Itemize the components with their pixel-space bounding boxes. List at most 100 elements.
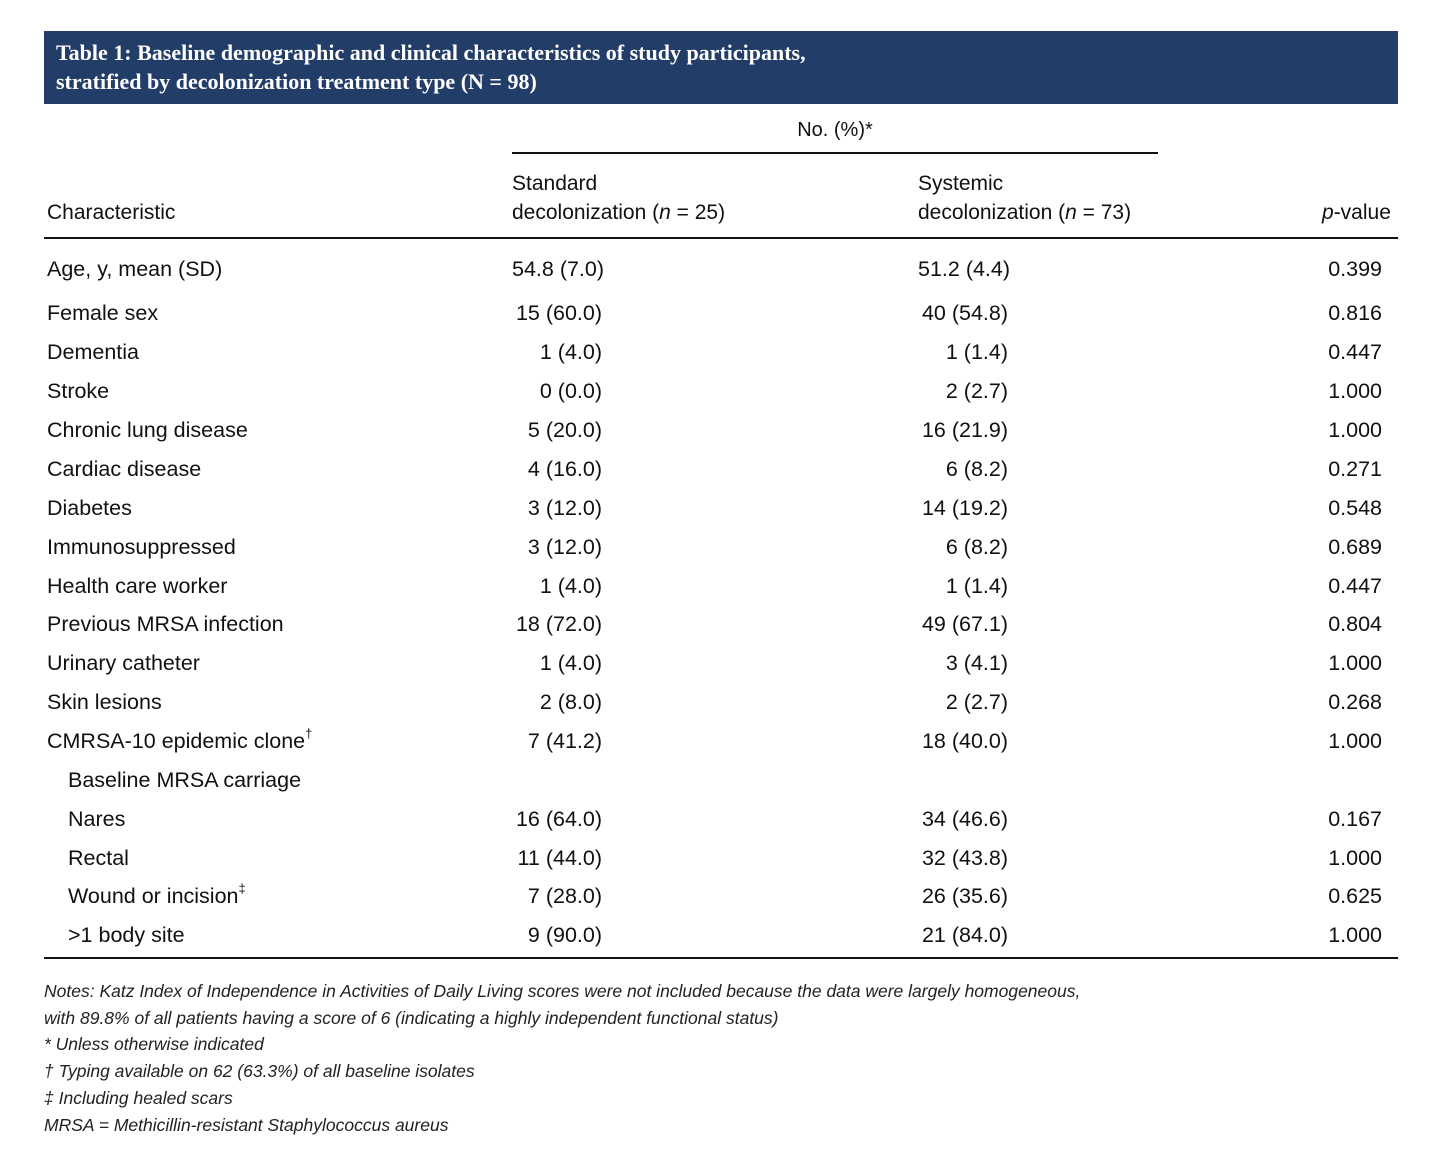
row-characteristic: Wound or incision‡ xyxy=(68,880,246,908)
row-characteristic: Rectal xyxy=(68,846,129,870)
row-standard-value: 16 (64.0) xyxy=(515,807,602,831)
note-line: ‡ Including healed scars xyxy=(44,1087,233,1108)
table-title-line-1: Table 1: Baseline demographic and clinic… xyxy=(56,40,806,65)
row-standard-value: 1 (4.0) xyxy=(539,340,602,364)
row-standard-value: 0 (0.0) xyxy=(539,379,602,403)
table-row: Cardiac disease 4 (16.0) 6 (8.2) 0.271 xyxy=(0,450,1432,489)
footnote-marker: ‡ xyxy=(238,880,246,896)
row-systemic-value: 18 (40.0) xyxy=(921,729,1008,753)
row-systemic-value: 16 (21.9) xyxy=(921,418,1008,442)
row-systemic-value: 6 (8.2) xyxy=(945,457,1008,481)
row-p-value: 1.000 xyxy=(1328,651,1382,675)
table-row: CMRSA-10 epidemic clone† 7 (41.2) 18 (40.0… xyxy=(0,722,1432,761)
row-systemic-value: 1 (1.4) xyxy=(945,574,1008,598)
table-row: Stroke 0 (0.0) 2 (2.7) 1.000 xyxy=(0,372,1432,411)
column-header-systemic-line-1: Systemic xyxy=(918,172,1004,195)
row-characteristic: Immunosuppressed xyxy=(47,535,236,559)
row-p-value: 0.271 xyxy=(1328,457,1382,481)
row-characteristic: Skin lesions xyxy=(47,690,162,714)
row-characteristic: Age, y, mean (SD) xyxy=(47,257,223,281)
row-characteristic: Chronic lung disease xyxy=(47,418,248,442)
note-line: † Typing available on 62 (63.3%) of all … xyxy=(44,1061,475,1082)
row-p-value: 0.268 xyxy=(1328,690,1382,714)
table-row: Nares 16 (64.0) 34 (46.6) 0.167 xyxy=(0,800,1432,839)
note-line: with 89.8% of all patients having a scor… xyxy=(44,1007,779,1028)
row-standard-value: 18 (72.0) xyxy=(515,612,602,636)
row-characteristic: Previous MRSA infection xyxy=(47,612,284,636)
row-systemic-value: 6 (8.2) xyxy=(945,535,1008,559)
row-characteristic: Dementia xyxy=(47,340,140,364)
table-row: Previous MRSA infection 18 (72.0) 49 (67.1… xyxy=(0,605,1432,644)
row-standard-value: 3 (12.0) xyxy=(527,535,602,559)
row-systemic-value: 1 (1.4) xyxy=(945,340,1008,364)
row-p-value: 0.625 xyxy=(1328,884,1382,908)
row-p-value: 1.000 xyxy=(1328,418,1382,442)
table-row: Wound or incision‡ 7 (28.0) 26 (35.6) 0.625 xyxy=(0,877,1432,916)
row-standard-value: 3 (12.0) xyxy=(527,496,602,520)
footnote-marker: † xyxy=(305,725,313,741)
table-row: Diabetes 3 (12.0) 14 (19.2) 0.548 xyxy=(0,489,1432,528)
row-systemic-value: 26 (35.6) xyxy=(921,884,1008,908)
row-standard-value: 54.8 (7.0) xyxy=(512,257,605,281)
row-characteristic: Female sex xyxy=(47,301,159,325)
row-p-value: 0.447 xyxy=(1328,340,1382,364)
row-standard-value: 11 (44.0) xyxy=(517,846,602,870)
row-standard-value: 7 (28.0) xyxy=(527,884,602,908)
row-p-value: 0.816 xyxy=(1328,301,1382,325)
row-p-value: 1.000 xyxy=(1328,923,1382,947)
table-row: Female sex 15 (60.0) 40 (54.8) 0.816 xyxy=(0,294,1432,333)
group-header-rule xyxy=(512,152,1158,154)
table-row: Chronic lung disease 5 (20.0) 16 (21.9) 1.0… xyxy=(0,411,1432,450)
row-p-value: 0.167 xyxy=(1328,807,1382,831)
row-p-value: 0.689 xyxy=(1328,535,1382,559)
row-systemic-value: 2 (2.7) xyxy=(945,690,1008,714)
row-characteristic: Cardiac disease xyxy=(47,457,202,481)
column-header-systemic: Systemic decolonization (n = 73) xyxy=(918,172,1132,224)
row-characteristic: Health care worker xyxy=(47,574,228,598)
row-characteristic: >1 body site xyxy=(68,923,185,947)
column-header-characteristic: Characteristic xyxy=(47,201,176,224)
row-standard-value: 15 (60.0) xyxy=(515,301,602,325)
row-standard-value: 4 (16.0) xyxy=(527,457,602,481)
row-systemic-value: 14 (19.2) xyxy=(921,496,1008,520)
column-header-standard: Standard decolonization (n = 25) xyxy=(512,172,726,224)
row-standard-value: 5 (20.0) xyxy=(527,418,602,442)
table-row: Skin lesions 2 (8.0) 2 (2.7) 0.268 xyxy=(0,683,1432,722)
table-row: Age, y, mean (SD) 54.8 (7.0) 51.2 (4.4) 0.3… xyxy=(0,250,1432,289)
table-bottom-rule xyxy=(44,957,1398,959)
row-systemic-value: 21 (84.0) xyxy=(921,923,1008,947)
table-row: Immunosuppressed 3 (12.0) 6 (8.2) 0.689 xyxy=(0,528,1432,567)
row-p-value: 0.447 xyxy=(1328,574,1382,598)
row-p-value: 0.548 xyxy=(1328,496,1382,520)
row-systemic-value: 49 (67.1) xyxy=(921,612,1008,636)
row-p-value: 0.804 xyxy=(1328,612,1382,636)
table-row: Health care worker 1 (4.0) 1 (1.4) 0.447 xyxy=(0,567,1432,606)
row-p-value: 1.000 xyxy=(1328,729,1382,753)
table-row: Baseline MRSA carriage xyxy=(0,761,1432,800)
column-header-pvalue: p-value xyxy=(1322,201,1391,224)
row-standard-value: 1 (4.0) xyxy=(539,651,602,675)
table-title: Table 1: Baseline demographic and clinic… xyxy=(44,31,1398,104)
row-characteristic: Nares xyxy=(68,807,126,831)
row-systemic-value: 51.2 (4.4) xyxy=(918,257,1011,281)
note-line: MRSA = Methicillin-resistant Staphylococ… xyxy=(44,1114,449,1135)
column-header-standard-line-1: Standard xyxy=(512,172,598,195)
table-row: >1 body site 9 (90.0) 21 (84.0) 1.000 xyxy=(0,916,1432,955)
table-row: Urinary catheter 1 (4.0) 3 (4.1) 1.000 xyxy=(0,644,1432,683)
row-characteristic: Diabetes xyxy=(47,496,132,520)
table-title-line-2: stratified by decolonization treatment t… xyxy=(56,69,537,94)
row-systemic-value: 40 (54.8) xyxy=(921,301,1008,325)
table-row: Dementia 1 (4.0) 1 (1.4) 0.447 xyxy=(0,333,1432,372)
row-systemic-value: 32 (43.8) xyxy=(921,846,1008,870)
table-row: Rectal 11 (44.0) 32 (43.8) 1.000 xyxy=(0,839,1432,878)
row-characteristic: Urinary catheter xyxy=(47,651,200,675)
row-standard-value: 1 (4.0) xyxy=(539,574,602,598)
note-line: * Unless otherwise indicated xyxy=(44,1034,264,1055)
header-rule xyxy=(44,237,1398,239)
row-standard-value: 7 (41.2) xyxy=(527,729,602,753)
row-characteristic: CMRSA-10 epidemic clone† xyxy=(47,725,313,753)
table-notes: Notes: Katz Index of Independence in Act… xyxy=(44,978,1398,1138)
row-characteristic: Baseline MRSA carriage xyxy=(68,768,302,792)
row-p-value: 1.000 xyxy=(1328,379,1382,403)
row-systemic-value: 3 (4.1) xyxy=(945,651,1008,675)
